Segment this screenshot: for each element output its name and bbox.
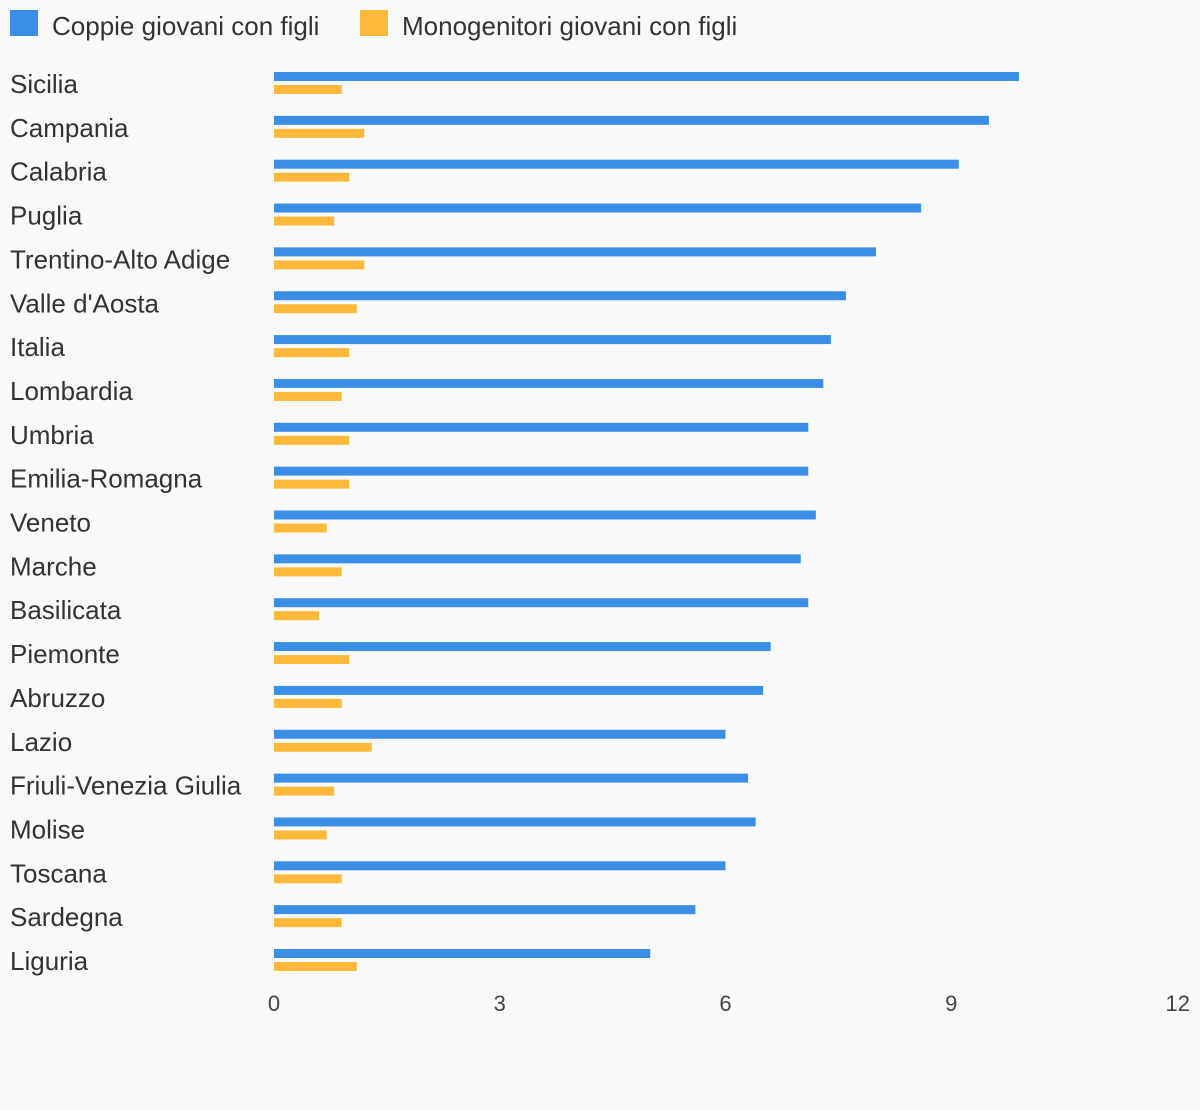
category-label: Toscana — [10, 858, 107, 888]
x-tick-label: 12 — [1166, 991, 1190, 1016]
chart-legend: Coppie giovani con figli Monogenitori gio… — [10, 10, 737, 41]
bar-monogenitori — [274, 918, 342, 928]
bar-monogenitori — [274, 348, 350, 358]
category-label: Molise — [10, 814, 85, 844]
value-axis: 0 3 6 9 12 — [268, 991, 1190, 1016]
bar-monogenitori — [274, 611, 320, 621]
bar-coppie — [274, 115, 989, 125]
category-label: Basilicata — [10, 595, 122, 625]
bar-monogenitori — [274, 304, 357, 314]
bar-coppie — [274, 247, 876, 257]
bar-monogenitori — [274, 523, 327, 533]
category-label: Veneto — [10, 508, 91, 538]
bar-coppie — [274, 378, 824, 388]
bar-coppie — [274, 554, 801, 564]
bar-coppie — [274, 466, 809, 476]
bar-coppie — [274, 291, 846, 301]
category-label: Trentino-Alto Adige — [10, 244, 230, 274]
category-label: Italia — [10, 332, 65, 362]
category-label: Lazio — [10, 727, 72, 757]
bar-coppie — [274, 817, 756, 827]
bar-monogenitori — [274, 567, 342, 577]
x-tick-label: 0 — [268, 991, 280, 1016]
category-label: Sardegna — [10, 902, 123, 932]
x-tick-label: 6 — [719, 991, 731, 1016]
bar-coppie — [274, 773, 749, 783]
bar-monogenitori — [274, 391, 342, 401]
bars — [274, 72, 1019, 971]
bar-coppie — [274, 861, 726, 871]
category-label: Calabria — [10, 157, 107, 187]
category-label: Piemonte — [10, 639, 120, 669]
bar-monogenitori — [274, 216, 335, 226]
legend-swatch-1 — [360, 10, 388, 36]
bar-monogenitori — [274, 742, 372, 752]
bar-monogenitori — [274, 786, 335, 796]
bar-monogenitori — [274, 172, 350, 182]
bar-monogenitori — [274, 128, 365, 138]
bar-coppie — [274, 335, 831, 345]
bar-coppie — [274, 72, 1019, 81]
x-tick-label: 9 — [945, 991, 957, 1016]
bar-coppie — [274, 203, 922, 213]
category-label: Puglia — [10, 201, 83, 231]
category-label: Liguria — [10, 946, 89, 976]
category-axis: Sicilia Campania Calabria Puglia Trentino-Al… — [10, 69, 242, 976]
category-label: Campania — [10, 113, 129, 143]
bar-monogenitori — [274, 962, 357, 971]
category-label: Friuli-Venezia Giulia — [10, 771, 242, 801]
category-label: Sicilia — [10, 69, 78, 99]
category-label: Marche — [10, 551, 97, 581]
category-label: Lombardia — [10, 376, 133, 406]
bar-coppie — [274, 598, 809, 608]
bar-monogenitori — [274, 260, 365, 270]
category-label: Abruzzo — [10, 683, 105, 713]
bar-coppie — [274, 729, 726, 739]
bar-monogenitori — [274, 435, 350, 445]
bar-coppie — [274, 422, 809, 432]
bar-monogenitori — [274, 874, 342, 884]
category-label: Emilia-Romagna — [10, 464, 203, 494]
bar-monogenitori — [274, 698, 342, 708]
legend-label-1: Monogenitori giovani con figli — [402, 11, 737, 41]
bar-coppie — [274, 685, 764, 695]
x-tick-label: 3 — [494, 991, 506, 1016]
bar-coppie — [274, 642, 771, 652]
category-label: Valle d'Aosta — [10, 288, 160, 318]
bar-monogenitori — [274, 85, 342, 94]
bar-monogenitori — [274, 830, 327, 840]
legend-swatch-0 — [10, 10, 38, 36]
bar-coppie — [274, 905, 696, 915]
bar-monogenitori — [274, 655, 350, 665]
bar-coppie — [274, 159, 959, 169]
legend-label-0: Coppie giovani con figli — [52, 11, 319, 41]
bar-coppie — [274, 949, 651, 958]
bar-monogenitori — [274, 479, 350, 489]
bar-coppie — [274, 510, 816, 520]
category-label: Umbria — [10, 420, 94, 450]
